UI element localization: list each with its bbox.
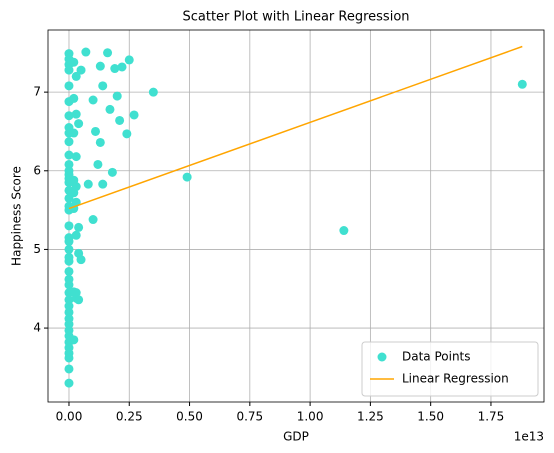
data-point [64,378,74,388]
data-point [69,128,79,138]
data-point [64,137,74,147]
data-point [64,307,74,317]
data-point [148,87,158,97]
data-point [64,280,74,290]
x-tick-label: 0.75 [236,410,263,424]
plot-frame [47,29,545,403]
data-point [71,71,81,81]
data-point [95,137,105,147]
data-point [64,301,74,311]
data-point [91,126,101,136]
y-tick-label: 4 [33,321,41,335]
data-point [64,256,74,266]
data-point [517,79,527,89]
data-point [117,62,127,72]
data-point [64,159,74,169]
data-point [88,215,98,225]
y-tick-label: 5 [33,242,41,256]
y-tick-label: 6 [33,163,41,177]
data-point [71,152,81,162]
data-point [112,91,122,101]
x-axis-label: GDP [283,430,309,444]
data-point [103,48,113,58]
x-tick-label: 0.00 [56,410,83,424]
data-point [71,109,81,119]
regression-line [68,45,523,210]
data-point [64,353,74,363]
data-point [64,111,74,121]
legend: Data Points Linear Regression [361,341,539,397]
data-point [64,81,74,91]
data-point [124,55,134,65]
legend-label: Linear Regression [402,372,509,386]
data-point [129,110,139,120]
data-point [88,95,98,105]
data-point [69,57,79,67]
data-point [107,167,117,177]
data-point [93,159,103,169]
data-point [122,129,132,139]
data-point [110,64,120,74]
data-point [76,255,86,265]
x-tick-label: 1.75 [478,410,505,424]
data-point [83,179,93,189]
data-point [98,179,108,189]
x-tick-label: 1.00 [297,410,324,424]
data-point [64,221,74,231]
x-tick-label: 0.50 [176,410,203,424]
data-point [69,335,79,345]
data-point [74,295,84,305]
data-point [64,295,74,305]
data-point [95,61,105,71]
data-point [64,150,74,160]
data-point [105,104,115,114]
data-point [76,65,86,75]
data-point [115,115,125,125]
y-tick-label: 7 [33,85,41,99]
legend-label: Data Points [402,350,471,364]
legend-swatch [377,352,387,362]
data-point [74,119,84,129]
data-point [64,244,74,254]
data-point [69,93,79,103]
data-point [71,288,81,298]
y-axis-label: Happiness Score [10,166,24,266]
data-point [74,222,84,232]
data-point [64,65,74,75]
data-point [339,226,349,236]
data-point [64,237,74,247]
data-point [98,81,108,91]
chart-title: Scatter Plot with Linear Regression [182,10,409,25]
data-point [71,230,81,240]
legend-box [361,341,539,397]
x-tick-label: 1.50 [417,410,444,424]
data-point [182,172,192,182]
x-tick-label: 1.25 [357,410,384,424]
data-point [64,319,74,329]
data-point [64,364,74,374]
x-tick-label: 0.25 [116,410,143,424]
x-offset-label: 1e13 [514,430,544,444]
data-point [81,47,91,57]
data-point [64,266,74,276]
data-point [69,188,79,198]
